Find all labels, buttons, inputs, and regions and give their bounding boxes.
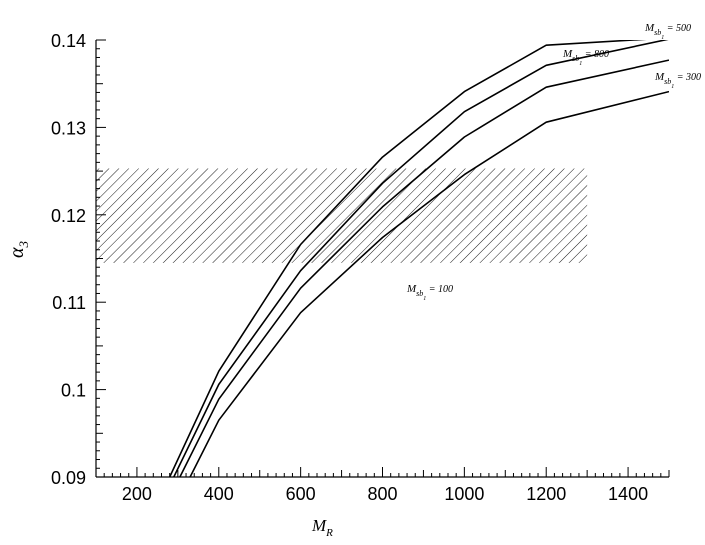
x-tick-label: 600 xyxy=(286,484,316,504)
y-tick-label: 0.14 xyxy=(51,31,86,51)
x-tick-label: 1400 xyxy=(608,484,648,504)
series-line-3 xyxy=(179,59,669,477)
series-line-1 xyxy=(168,40,647,477)
y-tick-label: 0.11 xyxy=(52,293,86,313)
axes: 200 400 600 800 1000 1200 1400 0.09 0.1 0.11 0.12 0… xyxy=(51,31,670,504)
series-line-2 xyxy=(173,40,669,477)
y-tick-label: 0.09 xyxy=(51,468,86,488)
x-tick-label: 400 xyxy=(204,484,234,504)
y-tick-label: 0.1 xyxy=(61,381,86,401)
series-label-2: Msb1 = 500 xyxy=(644,22,691,41)
x-tick-label: 200 xyxy=(122,484,152,504)
x-tick-label: 800 xyxy=(367,484,397,504)
y-tick-label: 0.12 xyxy=(51,206,86,226)
series-line-4 xyxy=(189,90,669,477)
series-label-3: Msb1 = 300 xyxy=(654,71,701,90)
hatched-band xyxy=(96,168,588,263)
x-tick-label: 1200 xyxy=(526,484,566,504)
y-axis-label: α3 xyxy=(6,241,31,259)
series-label-4: Msb1 = 100 xyxy=(406,283,453,302)
curves xyxy=(168,40,669,477)
curve-labels: Msb1 = 800 Msb1 = 500 Msb1 = 300 Msb1 = 100 xyxy=(406,22,701,302)
y-tick-label: 0.13 xyxy=(51,118,86,138)
series-label-1: Msb1 = 800 xyxy=(562,48,609,67)
x-axis-label: MR xyxy=(311,516,333,539)
hatched-band-layer xyxy=(96,168,588,263)
x-tick-label: 1000 xyxy=(444,484,484,504)
